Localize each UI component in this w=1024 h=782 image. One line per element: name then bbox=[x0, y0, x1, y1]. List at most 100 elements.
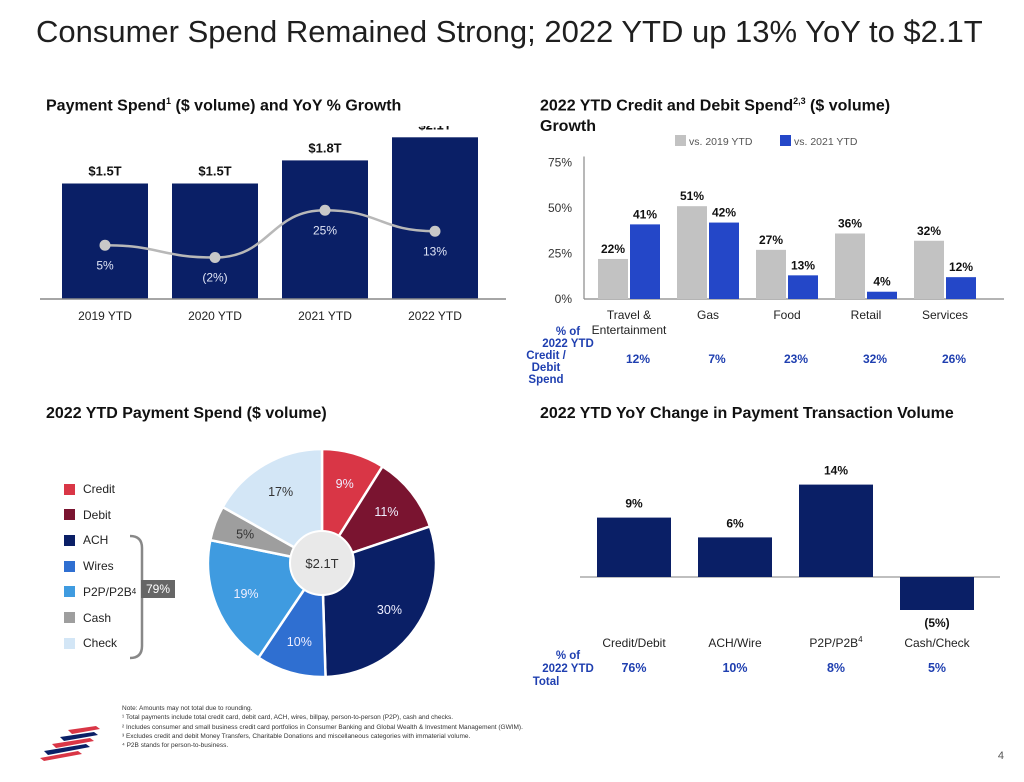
bar-value-label: 42% bbox=[712, 206, 736, 220]
bar-value-label: $1.5T bbox=[88, 164, 121, 179]
growth-line bbox=[104, 208, 436, 259]
share-value: 32% bbox=[863, 352, 887, 366]
footnotes: Note: Amounts may not total due to round… bbox=[122, 704, 523, 750]
legend-label: P2P/P2B bbox=[83, 584, 132, 599]
bar bbox=[914, 240, 944, 299]
bar-value-label: 4% bbox=[873, 275, 891, 289]
x-tick-label: Services bbox=[922, 308, 968, 322]
bar-value-label: 6% bbox=[726, 516, 744, 530]
growth-point bbox=[99, 239, 111, 251]
payment-spend-pie-title: 2022 YTD Payment Spend ($ volume) bbox=[46, 405, 327, 422]
bar bbox=[282, 160, 368, 299]
x-tick-label: Travel & Entertainment bbox=[592, 308, 667, 337]
bar-value-label: 14% bbox=[824, 464, 848, 478]
bar-value-label: 9% bbox=[625, 497, 643, 511]
share-value: 12% bbox=[626, 352, 650, 366]
flag-logo bbox=[40, 726, 100, 761]
x-tick-label: Retail bbox=[851, 308, 882, 322]
share-value: 5% bbox=[928, 661, 946, 675]
share-row-label-line: % of bbox=[556, 650, 580, 662]
pie-slice bbox=[319, 464, 432, 566]
bar-value-label: $1.8T bbox=[308, 140, 341, 155]
bar bbox=[709, 222, 739, 299]
legend-swatch bbox=[64, 586, 75, 598]
footnote-3: ³ Excludes credit and debit Money Transf… bbox=[122, 732, 471, 740]
share-row-label-line: Spend bbox=[528, 374, 563, 386]
bar-value-label: 41% bbox=[633, 207, 657, 221]
growth-point bbox=[319, 204, 331, 216]
share-row-label-line: Total bbox=[533, 676, 560, 688]
x-tick-label-line: Services bbox=[922, 308, 968, 322]
bar bbox=[835, 233, 865, 299]
footnote-2: ² Includes consumer and small business c… bbox=[122, 723, 523, 731]
bar-value-label: (5%) bbox=[924, 616, 949, 630]
legend-swatch bbox=[64, 612, 75, 623]
bar-value-label: 22% bbox=[601, 242, 625, 256]
pie-slice bbox=[220, 447, 324, 566]
x-tick-label-line: Retail bbox=[851, 308, 882, 322]
title-footnote-marker: 2,3 bbox=[793, 96, 806, 106]
share-value: 7% bbox=[708, 352, 726, 366]
share-value: 76% bbox=[621, 661, 646, 675]
footnote-1: ¹ Total payments include total credit ca… bbox=[122, 714, 454, 722]
bar-value-label: $1.5T bbox=[198, 164, 231, 179]
x-tick-label: 2021 YTD bbox=[298, 309, 352, 323]
x-tick-label-line: Food bbox=[773, 308, 800, 322]
bar-value-label: 36% bbox=[838, 216, 862, 230]
bar bbox=[677, 206, 707, 299]
x-tick-label: 2020 YTD bbox=[188, 309, 242, 323]
legend-swatch bbox=[64, 560, 75, 572]
bar-value-label: 12% bbox=[949, 260, 973, 274]
title-main: Payment Spend bbox=[46, 97, 167, 115]
legend-label-2019: vs. 2019 YTD bbox=[689, 136, 753, 148]
legend-item: P2P/P2B 4 bbox=[64, 583, 136, 601]
payment-spend-chart: $1.5T 2019 YTD $1.5T 2020 YTD $1.8T 2021 YTD $… bbox=[40, 126, 506, 323]
growth-label: 25% bbox=[313, 223, 337, 237]
legend-item: Credit bbox=[64, 480, 115, 498]
legend-label: ACH bbox=[83, 533, 109, 548]
page-title: Consumer Spend Remained Strong; 2022 YTD… bbox=[36, 14, 983, 49]
x-tick-label: 2022 YTD bbox=[408, 309, 462, 323]
bar bbox=[788, 275, 818, 299]
legend-swatch bbox=[64, 637, 75, 649]
share-value: 8% bbox=[827, 661, 845, 675]
legend-item: Check bbox=[64, 634, 117, 652]
slice-label: 10% bbox=[287, 635, 312, 649]
legend-label: Check bbox=[83, 636, 118, 651]
x-tick-label-line: Entertainment bbox=[592, 323, 667, 337]
share-row-label-line: Debit bbox=[532, 362, 561, 374]
x-tick-label-text: ACH/Wire bbox=[708, 636, 762, 650]
payment-spend-chart-title: Payment Spend1 ($ volume) and YoY % Grow… bbox=[46, 91, 401, 116]
bar bbox=[799, 484, 873, 577]
x-tick-label: Cash/Check bbox=[904, 636, 970, 650]
page-number: 4 bbox=[997, 750, 1004, 762]
title-rest: ($ volume) and YoY % Growth bbox=[171, 97, 402, 115]
pie-center bbox=[289, 530, 355, 596]
legend-item: Cash bbox=[64, 609, 111, 627]
legend-label: Cash bbox=[83, 610, 112, 625]
x-tick-label-text: P2P/P2B bbox=[809, 636, 858, 650]
bar-value-label: 32% bbox=[917, 224, 941, 238]
bar bbox=[698, 537, 772, 577]
share-row-label-line: 2022 YTD bbox=[542, 663, 594, 675]
legend-swatch bbox=[64, 509, 75, 521]
x-tick-footnote-marker: 4 bbox=[858, 635, 863, 644]
credit-debit-growth-chart: vs. 2019 YTD vs. 2021 YTD 75% 50% 25% 0% 22% 41… bbox=[526, 135, 1004, 386]
bar-value-label: 51% bbox=[680, 189, 704, 203]
x-tick-label: Food bbox=[773, 308, 800, 322]
x-tick-label: 2019 YTD bbox=[78, 309, 132, 323]
legend-swatch bbox=[64, 483, 75, 495]
legend-item: Debit bbox=[64, 506, 111, 524]
legend-footnote-marker: 4 bbox=[131, 587, 137, 597]
footnote-4: ⁴ P2B stands for person-to-business. bbox=[122, 742, 229, 750]
bar bbox=[867, 291, 897, 299]
bar bbox=[172, 183, 258, 299]
slice-label: 19% bbox=[234, 587, 259, 601]
x-tick-label: ACH/Wire bbox=[708, 636, 762, 650]
x-tick-label-line: Gas bbox=[697, 308, 719, 322]
slice-label: 11% bbox=[374, 505, 398, 519]
growth-point bbox=[209, 252, 221, 263]
transaction-volume-chart: 9% Credit/Debit 76% 6% ACH/Wire 10% 14% P2P/P2B… bbox=[533, 464, 1000, 688]
bar bbox=[597, 517, 671, 577]
legend-label-2021: vs. 2021 YTD bbox=[794, 136, 858, 148]
